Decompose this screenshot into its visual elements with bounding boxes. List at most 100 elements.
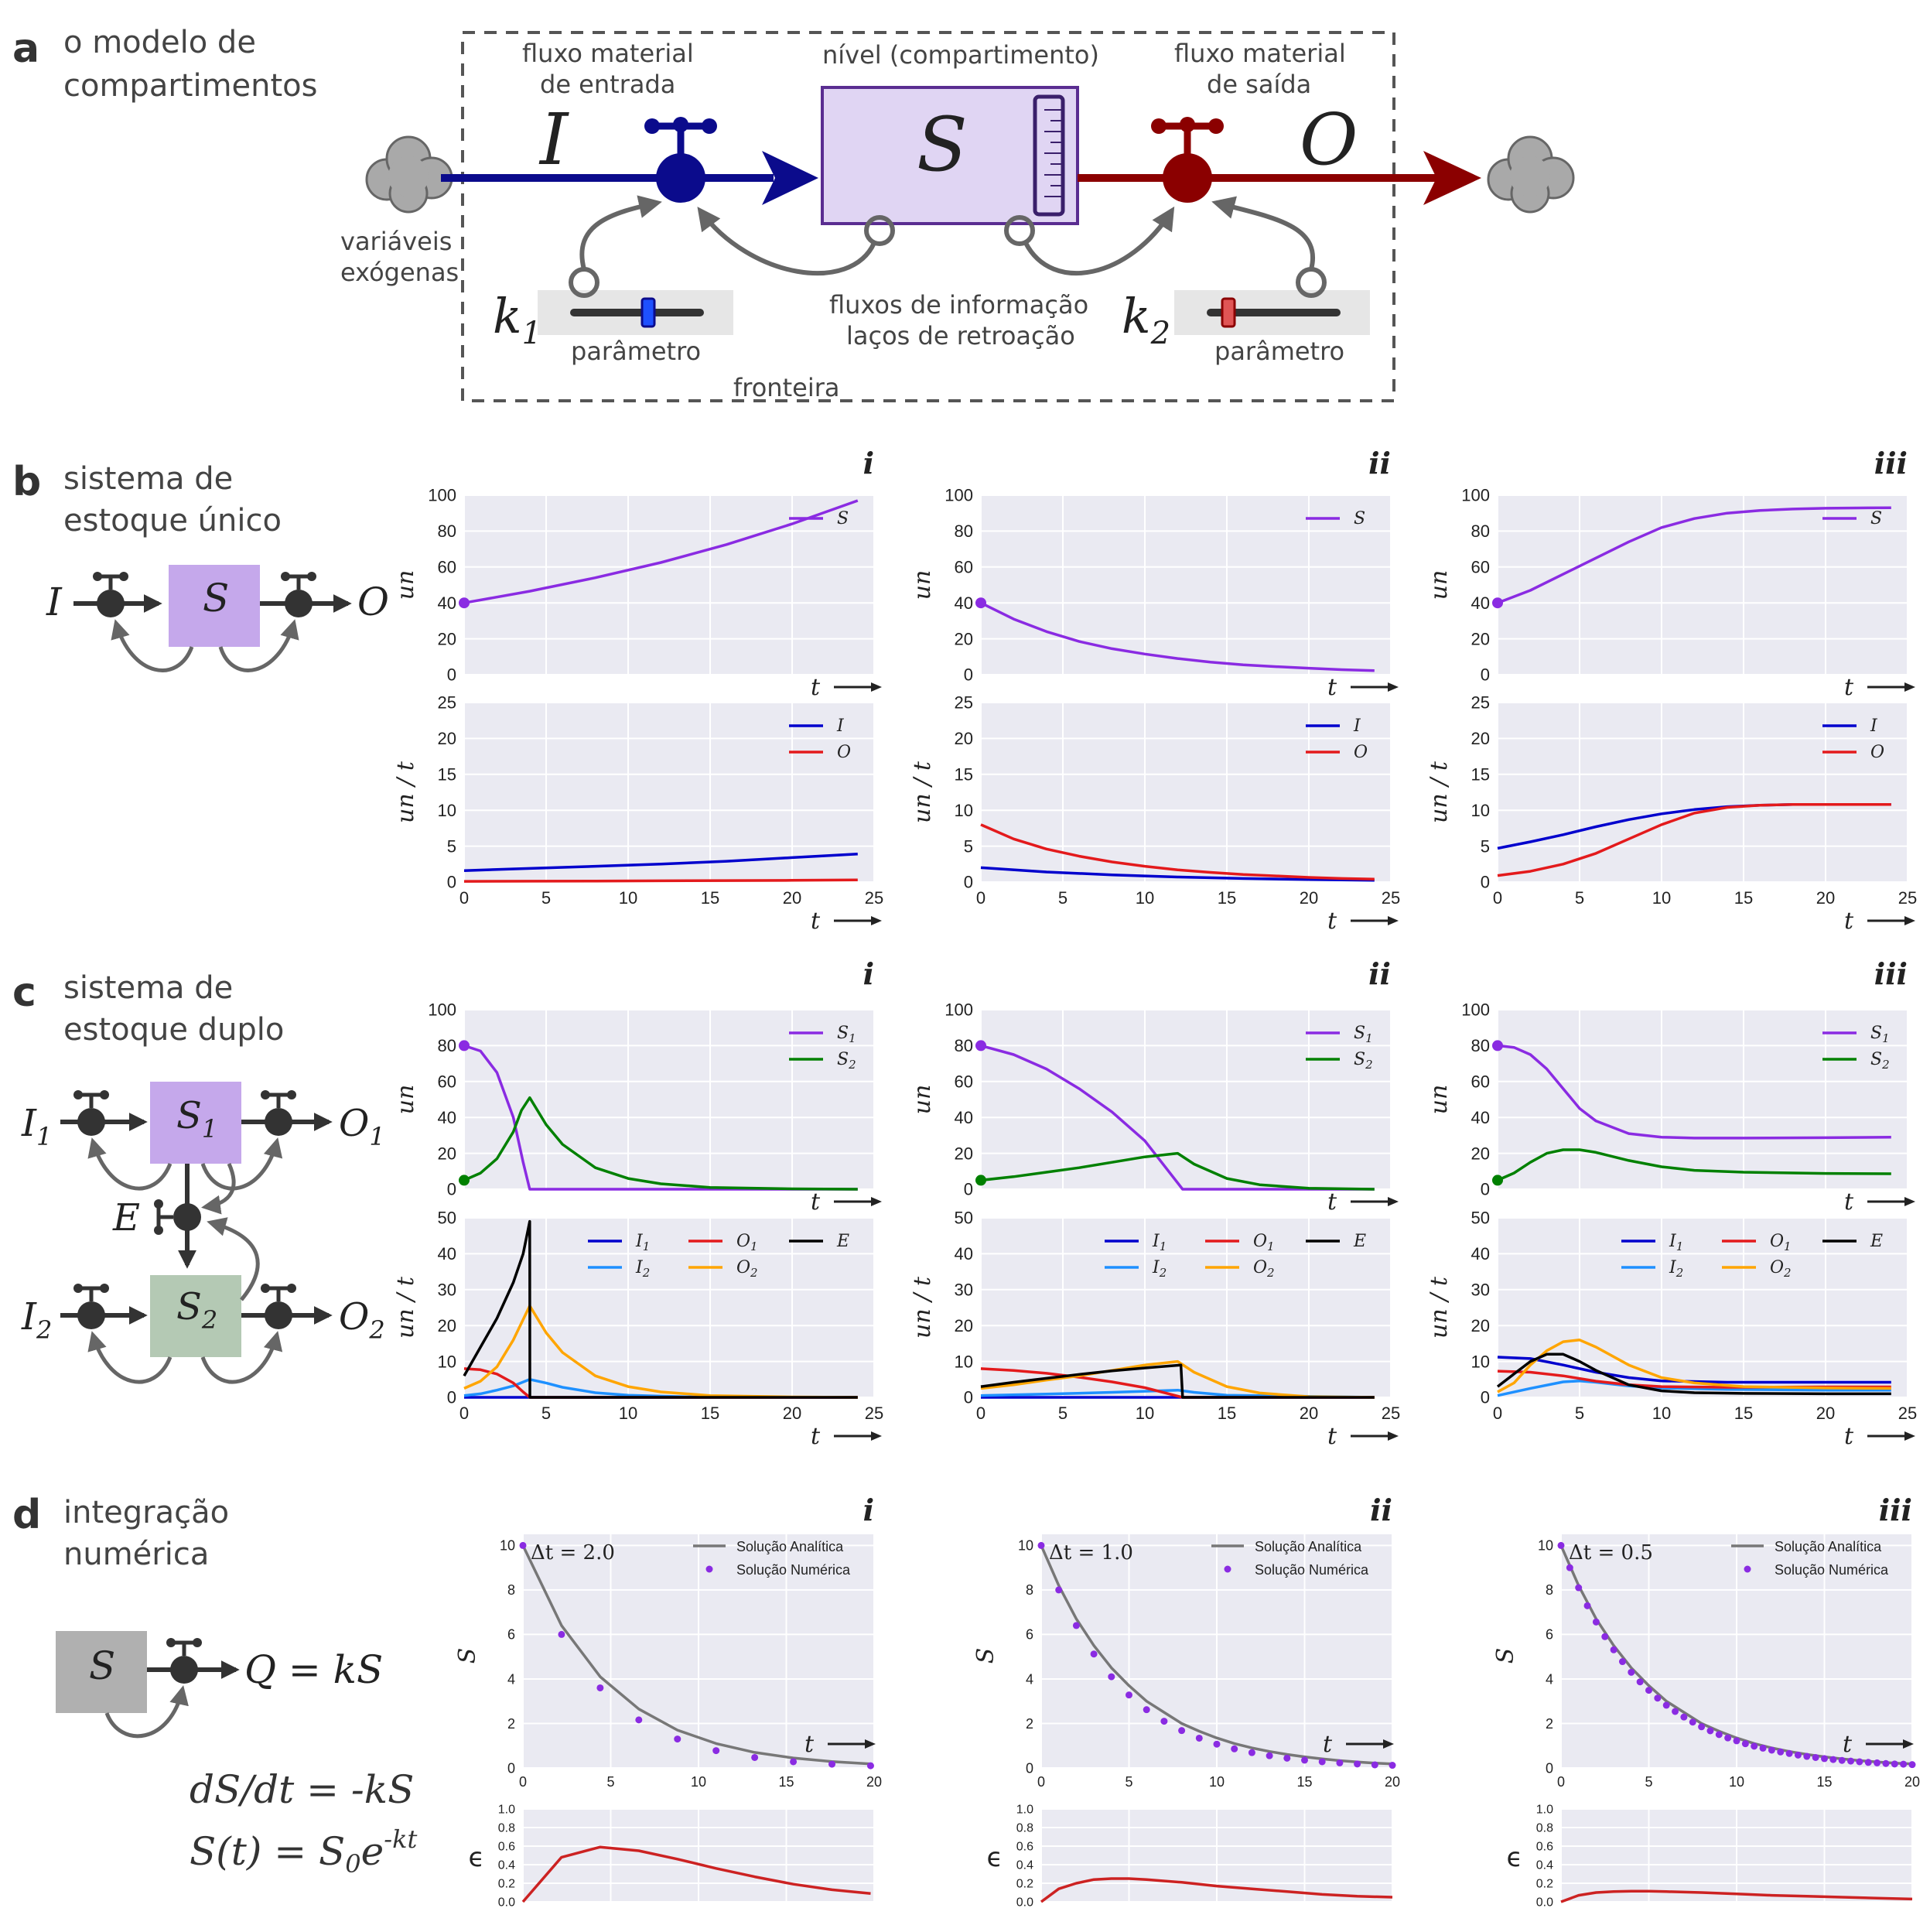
y-tick-label: 4: [1026, 1671, 1033, 1687]
panel-letter-d: d: [12, 1492, 41, 1538]
plot-area: [464, 1010, 874, 1189]
numeric-solution-point: [519, 1541, 527, 1549]
analytic-solution-line: [521, 1544, 871, 1766]
parameter-k2-slider-thumb[interactable]: [1221, 297, 1236, 328]
y-tick-label: 10: [438, 1352, 456, 1371]
numeric-solution-point: [1601, 1633, 1609, 1640]
x-tick-label: 0: [1493, 1404, 1502, 1423]
y-tick-label: 0: [1546, 1760, 1553, 1776]
legend-label: O: [837, 743, 851, 762]
y-tick-label: 4: [1546, 1671, 1553, 1687]
legend-label: I2: [635, 1258, 650, 1280]
y-tick-label: 20: [1471, 1316, 1490, 1335]
x-tick-label: 20: [1385, 1774, 1400, 1790]
x-tick-label: 20: [1300, 1404, 1318, 1423]
chart-d-iii-sol: 0 2 4 6 8 10 0 5 10 15 20 Δt = 0.5 Solução Analítica…: [1492, 1534, 1920, 1790]
error-axis-label: ϵ: [469, 1842, 485, 1873]
x-axis-arrowhead: [1904, 682, 1915, 692]
y-tick-label: 40: [1471, 1108, 1490, 1127]
legend-label: S: [1870, 509, 1882, 528]
y-tick-label: 20: [1471, 629, 1490, 648]
panel-a-title-line2: compartimentos: [63, 68, 318, 104]
numeric-solution-point: [1389, 1762, 1396, 1770]
y-tick-label: 0.8: [1536, 1822, 1553, 1835]
param-k1-symbol: k1: [493, 288, 541, 351]
parameter-k1-slider-thumb[interactable]: [640, 297, 656, 328]
y-tick-label: 2: [1026, 1716, 1033, 1732]
x-tick-label: 15: [778, 1774, 794, 1790]
chart-c-ii-flow: 0 10 20 30 40 50 0 5 10 15 20 25 un / t t I1 O1 E I2 O2: [909, 1209, 1400, 1450]
x-tick-label: 20: [866, 1774, 882, 1790]
x-tick-label: 25: [1382, 888, 1400, 908]
initial-value-marker-S1: [459, 1040, 470, 1051]
legend-label: I2: [1669, 1258, 1683, 1280]
panel-b-title-line1: sistema de: [63, 461, 233, 497]
param-k2-symbol: k2: [1122, 288, 1170, 351]
numeric-solution-point: [751, 1753, 759, 1761]
x-axis-label: t: [1844, 908, 1854, 935]
numeric-solution-point: [1037, 1541, 1045, 1549]
diagram-stock-S: S: [203, 576, 229, 621]
legend-label: S2: [837, 1050, 856, 1072]
numeric-solution-point: [790, 1758, 798, 1766]
panel-b-roman-i: i: [863, 446, 874, 480]
numeric-solution-point: [1618, 1658, 1626, 1666]
outflow-valve-icon: [1151, 117, 1224, 203]
y-tick-label: 20: [955, 1144, 973, 1163]
legend-label-analytic: Solução Analítica: [1255, 1539, 1362, 1554]
y-tick-label: 10: [1018, 1538, 1033, 1554]
y-tick-label: 60: [955, 558, 973, 577]
legend-label: I2: [1152, 1258, 1167, 1280]
chart-c-i-stock: 0 20 40 60 80 100 un t S1 S2: [392, 1000, 882, 1216]
valve-icon: [73, 1284, 109, 1329]
y-tick-label: 15: [955, 765, 973, 785]
numeric-solution-point: [1654, 1694, 1662, 1702]
legend-label: I: [1353, 716, 1361, 736]
initial-value-marker-S: [975, 597, 986, 609]
numeric-solution-point: [1592, 1618, 1600, 1626]
y-tick-label: 10: [500, 1538, 515, 1554]
y-tick-label: 0.2: [1016, 1878, 1033, 1891]
panel-d-roman-ii: ii: [1370, 1493, 1392, 1527]
y-tick-label: 0: [964, 1388, 973, 1407]
legend-label-numeric: Solução Numérica: [736, 1562, 851, 1578]
valve-icon: [281, 572, 316, 617]
x-tick-label: 15: [701, 888, 719, 908]
y-tick-label: 50: [1471, 1209, 1490, 1228]
numeric-solution-point: [1698, 1723, 1706, 1731]
numeric-solution-point: [1336, 1759, 1344, 1766]
series-line-I: [463, 853, 858, 872]
y-tick-label: 25: [438, 693, 456, 713]
series-line-S1: [1497, 1044, 1891, 1140]
analytic-solution-line: [1040, 1544, 1393, 1766]
chart-d-ii-sol: 0 2 4 6 8 10 0 5 10 15 20 Δt = 1.0 Solução Analítica…: [972, 1534, 1400, 1790]
x-axis-arrowhead: [871, 1431, 882, 1441]
y-axis-label: un: [1426, 1085, 1453, 1115]
plot-area: [1498, 1010, 1908, 1189]
numeric-solution-point: [674, 1735, 681, 1743]
y-tick-label: 60: [438, 558, 456, 577]
info-flow-label-line2: laços de retroação: [846, 321, 1075, 350]
y-tick-label: 0: [964, 1180, 973, 1199]
y-tick-label: 20: [955, 1316, 973, 1335]
numeric-solution-point: [1821, 1755, 1828, 1763]
numeric-solution-point: [1689, 1718, 1696, 1726]
chart-c-iii-stock: 0 20 40 60 80 100 un t S1 S2: [1426, 1000, 1915, 1216]
error-line: [1560, 1889, 1913, 1903]
x-tick-label: 10: [1652, 888, 1671, 908]
panel-c-roman-ii: ii: [1368, 956, 1391, 991]
numeric-solution-point: [558, 1630, 565, 1638]
panel-c-title-line2: estoque duplo: [63, 1012, 284, 1048]
y-tick-label: 0: [447, 1388, 456, 1407]
x-axis-label: t: [1844, 1423, 1854, 1450]
numeric-solution-point: [1195, 1734, 1203, 1742]
y-tick-label: 1.0: [1016, 1804, 1033, 1817]
legend-label: O: [1870, 743, 1884, 762]
y-tick-label: 30: [955, 1281, 973, 1300]
y-axis-label: un: [909, 570, 936, 600]
x-tick-label: 5: [1645, 1774, 1652, 1790]
numeric-solution-point: [1318, 1758, 1326, 1766]
numeric-solution-point: [1882, 1759, 1890, 1767]
legend-label-analytic: Solução Analítica: [1775, 1539, 1882, 1554]
series-line-S: [1497, 506, 1891, 604]
